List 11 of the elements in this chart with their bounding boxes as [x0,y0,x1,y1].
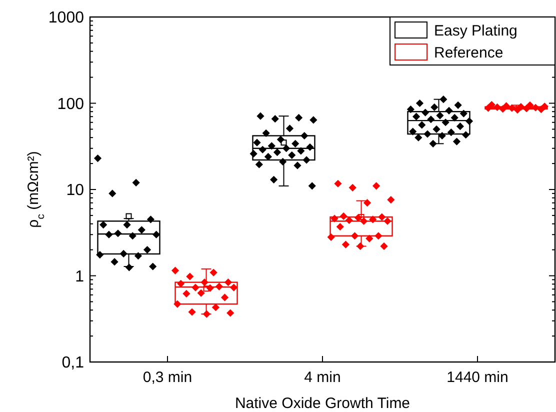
x-tick-label: 0,3 min [142,369,192,386]
y-tick-label: 10 [66,182,84,200]
x-axis-title: Native Oxide Growth Time [234,395,410,412]
legend-label: Reference [434,44,504,62]
x-tick-label: 4 min [304,369,341,386]
y-tick-label: 1 [75,268,84,286]
x-tick-label: 1440 min [446,369,508,386]
y-tick-label: 0,1 [62,354,84,372]
y-tick-label: 1000 [48,10,84,27]
y-tick-label: 100 [57,96,84,113]
legend-label: Easy Plating [434,22,518,40]
